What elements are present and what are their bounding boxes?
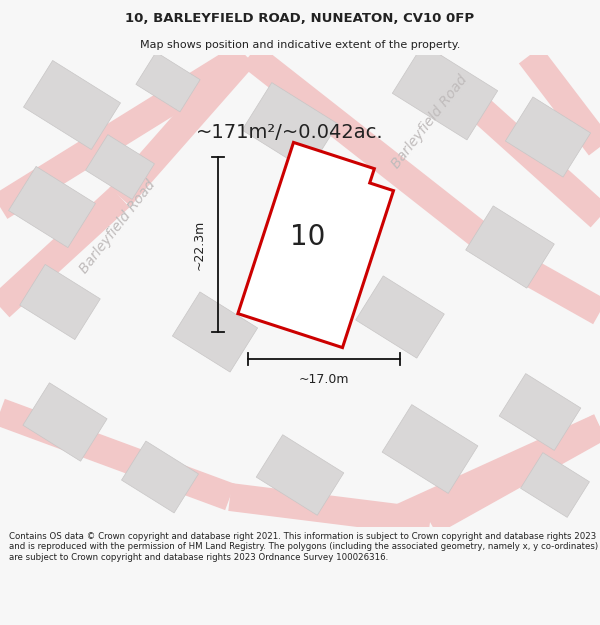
Polygon shape	[499, 374, 581, 451]
Text: ~22.3m: ~22.3m	[193, 219, 206, 269]
Polygon shape	[109, 46, 256, 206]
Polygon shape	[86, 134, 154, 199]
Text: 10, BARLEYFIELD ROAD, NUNEATON, CV10 0FP: 10, BARLEYFIELD ROAD, NUNEATON, CV10 0FP	[125, 12, 475, 25]
Polygon shape	[228, 483, 432, 536]
Polygon shape	[519, 46, 600, 156]
Polygon shape	[23, 61, 121, 149]
Polygon shape	[356, 276, 445, 358]
Polygon shape	[0, 399, 235, 510]
Polygon shape	[20, 264, 100, 339]
Text: Contains OS data © Crown copyright and database right 2021. This information is : Contains OS data © Crown copyright and d…	[9, 532, 598, 562]
Polygon shape	[23, 382, 107, 461]
Polygon shape	[513, 255, 600, 324]
Polygon shape	[242, 82, 338, 171]
Polygon shape	[8, 166, 95, 248]
Text: 10: 10	[290, 223, 326, 251]
Polygon shape	[466, 206, 554, 288]
Polygon shape	[241, 44, 529, 278]
Polygon shape	[423, 415, 600, 534]
Polygon shape	[374, 414, 600, 540]
Polygon shape	[172, 292, 257, 372]
Polygon shape	[256, 435, 344, 515]
Text: Barleyfield Road: Barleyfield Road	[77, 177, 158, 276]
Polygon shape	[521, 452, 589, 518]
Polygon shape	[136, 52, 200, 112]
Polygon shape	[238, 142, 394, 348]
Polygon shape	[392, 44, 497, 140]
Polygon shape	[0, 43, 253, 219]
Text: Map shows position and indicative extent of the property.: Map shows position and indicative extent…	[140, 39, 460, 49]
Polygon shape	[410, 44, 600, 228]
Polygon shape	[122, 441, 199, 513]
Text: ~17.0m: ~17.0m	[299, 373, 349, 386]
Polygon shape	[0, 187, 130, 318]
Polygon shape	[505, 97, 590, 177]
Text: Barleyfield Road: Barleyfield Road	[389, 72, 470, 171]
Text: ~171m²/~0.042ac.: ~171m²/~0.042ac.	[196, 122, 384, 141]
Polygon shape	[382, 404, 478, 493]
